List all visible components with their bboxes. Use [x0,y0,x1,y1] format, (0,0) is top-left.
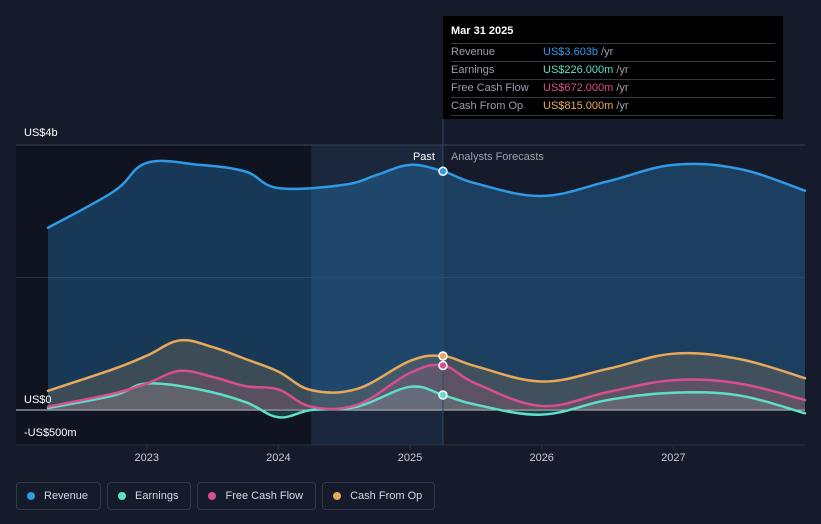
revenue-area [48,160,805,410]
financial-chart: 2023 2024 2025 2026 2027 Past Analysts Forec… [16,119,807,464]
past-label: Past [413,151,435,163]
tooltip-value: US$672.000m [543,82,614,94]
tooltip-label: Free Cash Flow [451,82,529,94]
legend-dot-icon [118,492,127,500]
earnings-line [46,382,807,419]
tooltip-value: US$815.000m [543,100,614,112]
tooltip-label: Earnings [451,64,495,76]
revenue-marker [438,166,448,177]
earnings-marker [438,390,448,400]
cash-from-op-area [48,340,805,410]
free-cash-flow-line [46,363,807,411]
y-axis-label-top: US$4b [24,127,58,139]
legend-label: Revenue [44,490,89,502]
legend-item-free-cash-flow[interactable]: Free Cash Flow [197,482,317,510]
tooltip-value: US$3.603b [543,46,599,58]
tooltip-label: Cash From Op [451,100,524,112]
x-tick-label: 2023 [134,452,158,464]
tooltip-unit: /yr [616,82,629,94]
tooltip-row-free-cash-flow: Free Cash Flow US$672.000m /yr [451,80,775,98]
legend-label: Earnings [135,490,179,502]
legend: Revenue Earnings Free Cash Flow Cash Fro… [16,482,436,510]
legend-item-cash-from-op[interactable]: Cash From Op [322,482,436,510]
cash-from-op-line [46,338,807,394]
tooltip-row-revenue: Revenue US$3.603b /yr [451,44,775,62]
tooltip-value: US$226.000m [543,64,614,76]
tooltip-row-cash-from-op: Cash From Op US$815.000m /yr [451,98,775,116]
legend-dot-icon [27,492,35,500]
x-tick-label: 2025 [398,452,422,464]
tooltip-row-earnings: Earnings US$226.000m /yr [451,62,775,80]
legend-item-revenue[interactable]: Revenue [16,482,102,510]
forecast-label: Analysts Forecasts [451,151,544,163]
legend-label: Free Cash Flow [225,490,304,502]
tooltip-unit: /yr [601,46,614,58]
legend-label: Cash From Op [350,490,423,502]
free-cash-flow-marker [438,360,448,371]
revenue-line [46,159,807,230]
tooltip-date: Mar 31 2025 [451,24,775,44]
past-shade [16,145,312,445]
y-axis-label-bottom: -US$500m [24,427,77,439]
x-tick-label: 2024 [266,452,290,464]
tooltip-label: Revenue [451,46,496,58]
x-tick-label: 2027 [661,452,685,464]
x-tick-label: 2026 [529,452,553,464]
legend-dot-icon [208,492,217,500]
cash-from-op-marker [438,351,448,361]
tooltip-unit: /yr [616,64,629,76]
y-axis-label-zero: US$0 [24,394,52,406]
earnings-area [48,383,805,418]
tooltip: Mar 31 2025 Revenue US$3.603b /yr Earnin… [443,16,783,119]
legend-dot-icon [333,492,342,500]
legend-item-earnings[interactable]: Earnings [107,482,192,510]
tooltip-unit: /yr [616,100,629,112]
